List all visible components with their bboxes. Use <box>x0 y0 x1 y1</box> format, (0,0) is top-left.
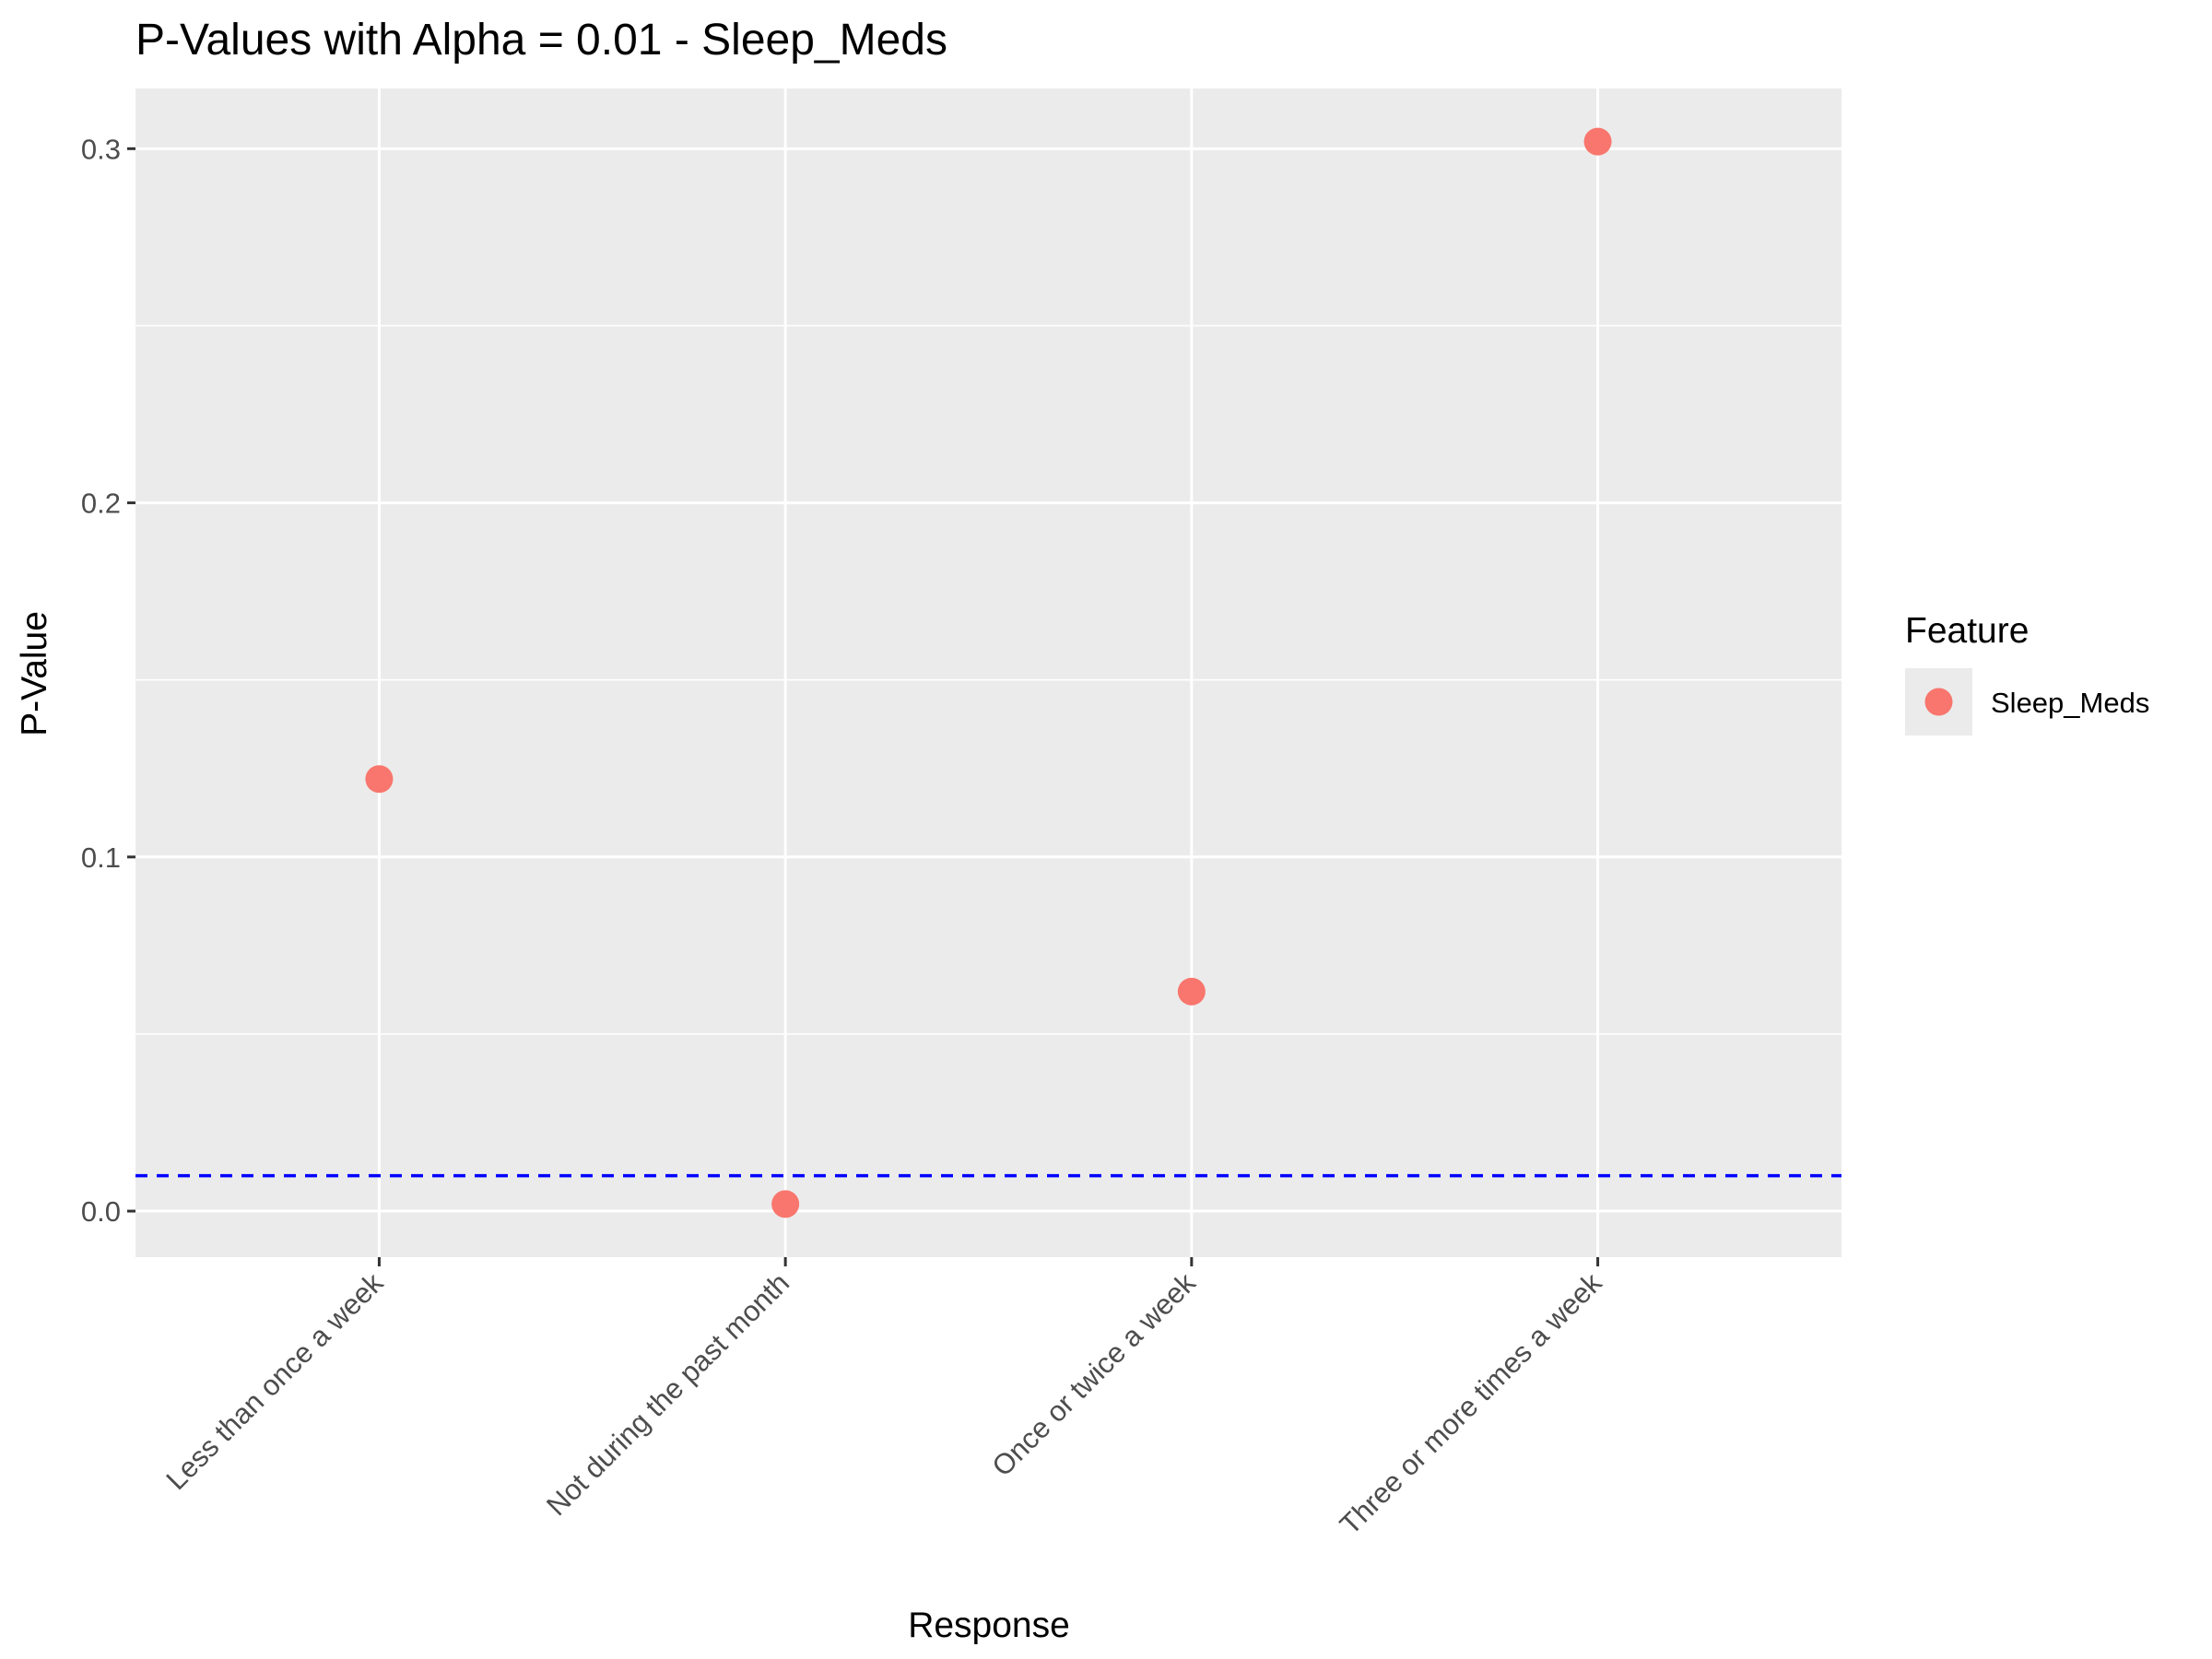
legend-label-sleep-meds: Sleep_Meds <box>1991 687 2149 719</box>
legend-title: Feature <box>1905 611 2029 651</box>
y-axis: 0.0 0.1 0.2 0.3 <box>81 133 135 1228</box>
y-tick-label: 0.0 <box>81 1195 121 1228</box>
x-tick-label: Not during the past month <box>540 1266 795 1522</box>
plot-panel <box>135 88 1841 1257</box>
x-tick-label: Less than once a week <box>159 1266 389 1496</box>
data-point <box>1177 977 1206 1006</box>
data-points <box>365 127 1612 1218</box>
data-point <box>1583 127 1612 156</box>
y-tick-label: 0.2 <box>81 488 121 520</box>
x-axis-label: Response <box>908 1606 1070 1645</box>
y-axis-label: P-Value <box>15 611 54 736</box>
x-tick-label: Three or more times a week <box>1334 1266 1608 1541</box>
data-point <box>365 765 394 794</box>
legend-marker <box>1924 688 1953 716</box>
legend: Feature Sleep_Meds <box>1905 611 2149 735</box>
data-point <box>771 1190 800 1218</box>
x-tick-label: Once or twice a week <box>986 1266 1203 1483</box>
chart-title: P-Values with Alpha = 0.01 - Sleep_Meds <box>135 16 947 65</box>
x-axis: Less than once a week Not during the past… <box>159 1257 1608 1541</box>
grid-lines <box>135 88 1841 1257</box>
y-tick-label: 0.1 <box>81 841 121 874</box>
y-tick-label: 0.3 <box>81 133 121 165</box>
